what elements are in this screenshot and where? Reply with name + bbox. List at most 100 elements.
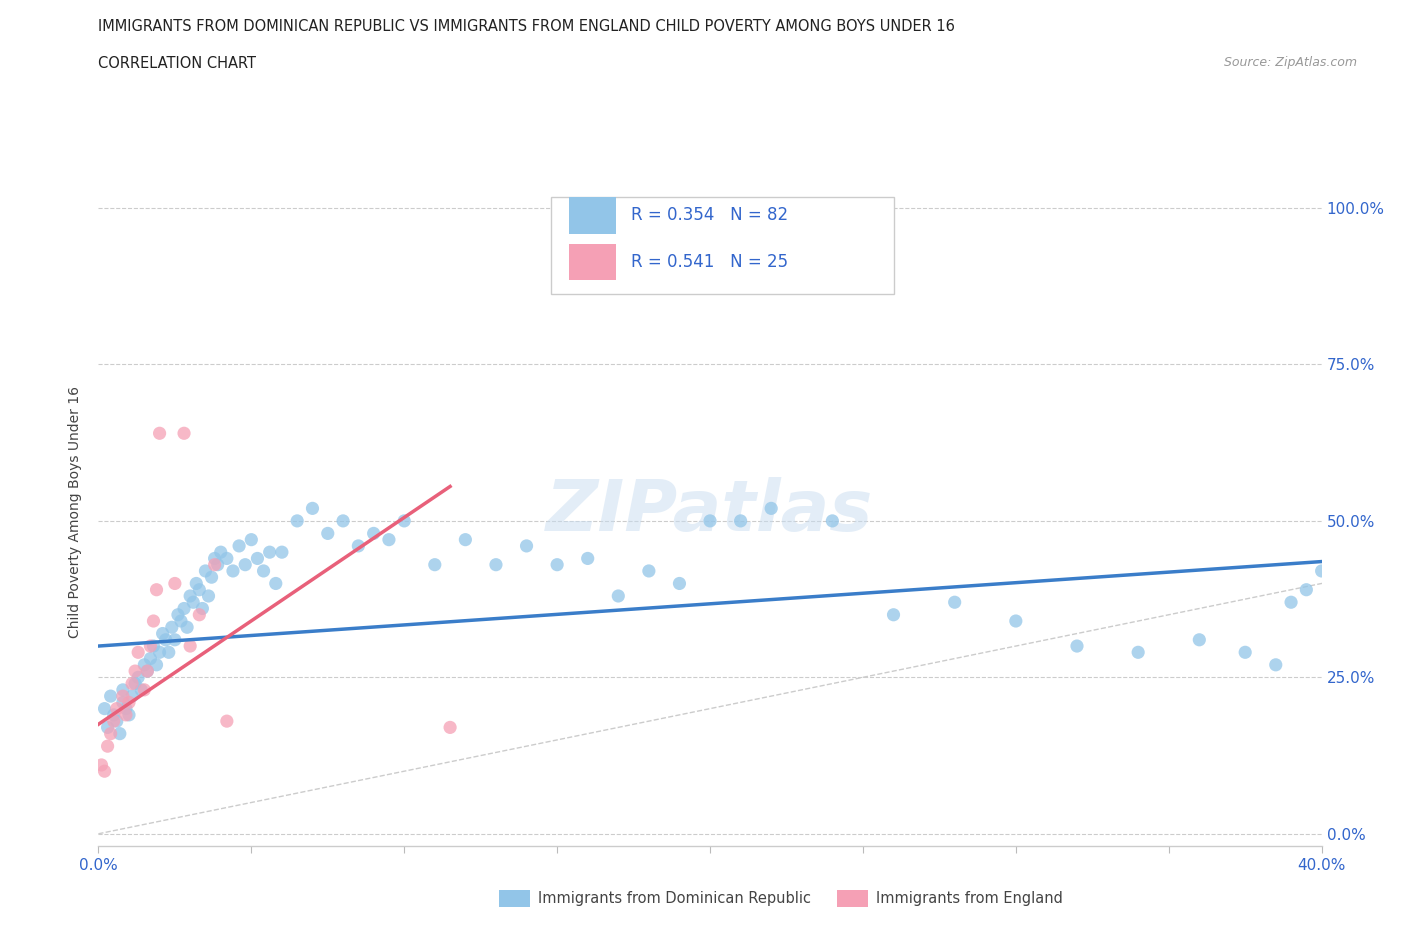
Text: Immigrants from Dominican Republic: Immigrants from Dominican Republic [538,891,811,906]
Point [188,582,211,597]
Point [264,576,287,591]
Point [215,551,238,565]
Bar [569,244,616,281]
Point [1188,632,1211,647]
Point [209,545,232,560]
Point [1279,595,1302,610]
Point [124,676,146,691]
FancyBboxPatch shape [551,197,894,294]
Point [149,644,172,659]
Text: R = 0.354   N = 82: R = 0.354 N = 82 [630,206,787,224]
Point [97,738,120,753]
Point [439,720,461,735]
Point [97,720,120,735]
Point [160,619,183,634]
Point [233,557,256,572]
Point [163,576,186,591]
Point [883,607,905,622]
Point [454,532,477,547]
Point [1128,644,1150,659]
Point [111,689,134,704]
Point [121,689,143,704]
Point [93,764,115,778]
Point [204,557,226,572]
Point [759,501,782,516]
Point [170,614,193,629]
Point [103,713,125,728]
Y-axis label: Child Poverty Among Boys Under 16: Child Poverty Among Boys Under 16 [69,386,83,637]
Point [1066,639,1088,654]
Point [157,644,180,659]
Point [516,538,538,553]
Point [194,564,217,578]
Point [127,644,149,659]
Point [129,683,152,698]
Point [142,614,165,629]
Point [176,619,198,634]
Point [943,595,966,610]
Point [136,664,159,679]
Point [100,726,122,741]
Point [100,689,122,704]
Point [252,564,274,578]
Point [108,726,131,741]
Point [332,513,354,528]
Point [145,658,167,672]
Point [392,513,416,528]
Point [93,701,115,716]
Point [668,576,690,591]
Point [285,513,308,528]
Point [363,526,385,541]
Text: R = 0.541   N = 25: R = 0.541 N = 25 [630,253,787,271]
Point [118,708,141,723]
Text: CORRELATION CHART: CORRELATION CHART [98,56,256,71]
Point [259,545,281,560]
Point [118,695,141,710]
Bar [569,197,616,233]
Point [134,658,156,672]
Point [142,639,165,654]
Point [103,708,125,723]
Point [127,670,149,684]
Point [637,564,661,578]
Point [181,595,204,610]
Point [316,526,339,541]
Point [197,589,219,604]
Point [149,426,172,441]
Text: Immigrants from England: Immigrants from England [876,891,1063,906]
Point [485,557,508,572]
Point [699,513,721,528]
Point [179,589,201,604]
Point [139,639,162,654]
Point [152,626,174,641]
Point [1264,658,1286,672]
Point [215,713,238,728]
Point [1004,614,1026,629]
Point [186,576,208,591]
Point [1295,582,1317,597]
Point [163,632,186,647]
Point [145,582,167,597]
Point [188,607,211,622]
Point [607,589,630,604]
Point [121,676,143,691]
Point [546,557,568,572]
Point [240,532,263,547]
Point [228,538,250,553]
Point [270,545,292,560]
Point [301,501,323,516]
Point [139,651,162,666]
Point [222,564,245,578]
Point [134,683,156,698]
Point [90,758,112,773]
Point [115,701,138,716]
Text: Source: ZipAtlas.com: Source: ZipAtlas.com [1223,56,1357,69]
Point [1310,564,1333,578]
Point [173,601,195,616]
Point [246,551,269,565]
Point [155,632,177,647]
Point [173,426,195,441]
Point [167,607,190,622]
Point [378,532,401,547]
Text: IMMIGRANTS FROM DOMINICAN REPUBLIC VS IMMIGRANTS FROM ENGLAND CHILD POVERTY AMON: IMMIGRANTS FROM DOMINICAN REPUBLIC VS IM… [98,19,955,33]
